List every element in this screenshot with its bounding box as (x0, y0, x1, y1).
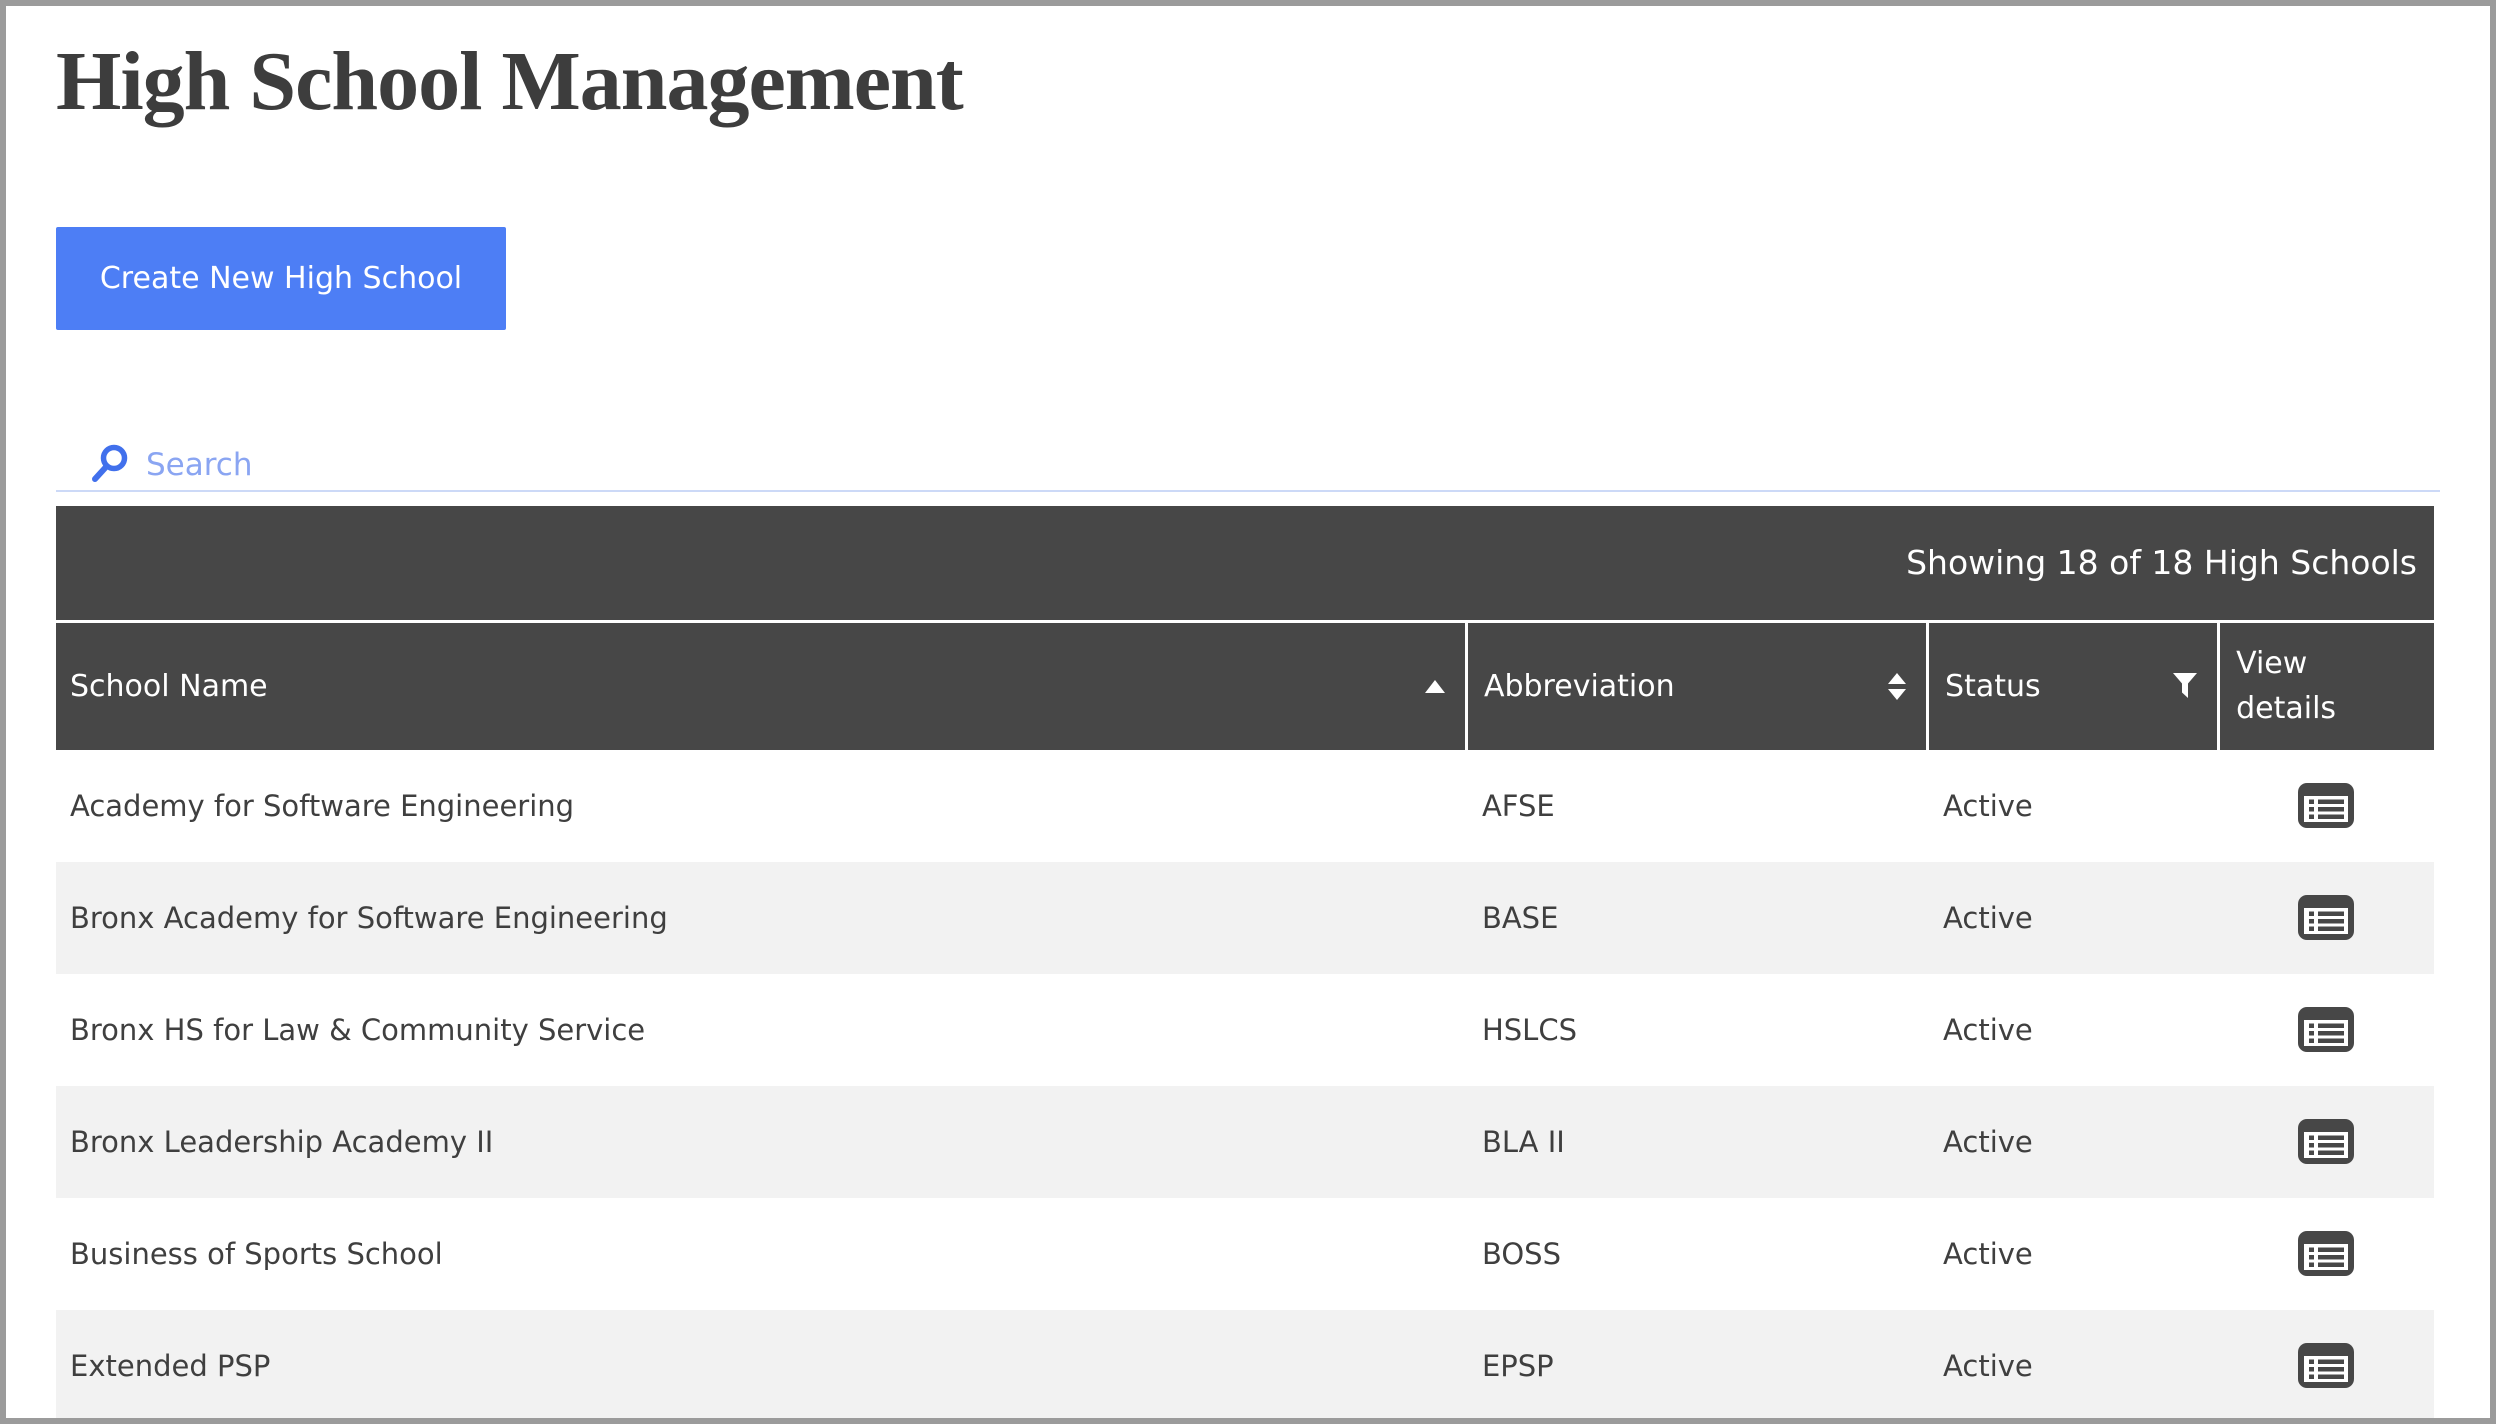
school-name-cell: Bronx Academy for Software Engineering (70, 900, 668, 935)
page-content: High School Management Create New High S… (6, 34, 2490, 1418)
table-row[interactable]: Academy for Software Engineering AFSE Ac… (56, 749, 2434, 862)
status-cell: Active (1943, 900, 2033, 935)
list-details-icon (2297, 1007, 2354, 1053)
view-details-button[interactable] (2297, 1007, 2354, 1053)
list-details-icon (2297, 895, 2354, 941)
column-header-school-name[interactable]: School Name (56, 622, 1465, 750)
view-details-button[interactable] (2297, 783, 2354, 829)
table-row[interactable]: Extended PSP EPSP Active (56, 1309, 2434, 1418)
abbreviation-cell: HSLCS (1481, 1012, 1577, 1047)
column-header-abbreviation[interactable]: Abbreviation (1464, 622, 1927, 750)
create-new-high-school-button[interactable]: Create New High School (56, 226, 506, 330)
table-row[interactable]: Business of Sports School BOSS Active (56, 1197, 2434, 1310)
view-details-button[interactable] (2297, 1119, 2354, 1165)
status-cell: Active (1943, 1124, 2033, 1159)
view-details-button[interactable] (2297, 1343, 2354, 1389)
list-details-icon (2297, 1119, 2354, 1165)
status-cell: Active (1943, 788, 2033, 823)
school-name-cell: Bronx Leadership Academy II (70, 1124, 494, 1159)
page-title: High School Management (56, 35, 964, 128)
abbreviation-cell: BLA II (1481, 1124, 1565, 1159)
search-input[interactable] (146, 446, 2440, 483)
column-label: Status (1945, 668, 2041, 704)
results-count-text: Showing 18 of 18 High Schools (1906, 543, 2417, 583)
high-schools-table: Showing 18 of 18 High Schools School Nam… (56, 505, 2434, 1418)
table-row[interactable]: Bronx Leadership Academy II BLA II Activ… (56, 1085, 2434, 1198)
table-summary-bar: Showing 18 of 18 High Schools (56, 505, 2434, 620)
table-body: Academy for Software Engineering AFSE Ac… (56, 749, 2434, 1418)
column-label: School Name (70, 668, 268, 704)
column-label: Abbreviation (1483, 668, 1675, 704)
status-cell: Active (1943, 1012, 2033, 1047)
status-cell: Active (1943, 1348, 2033, 1383)
list-details-icon (2297, 1231, 2354, 1277)
abbreviation-cell: BASE (1481, 900, 1559, 935)
abbreviation-cell: AFSE (1481, 788, 1555, 823)
abbreviation-cell: EPSP (1481, 1348, 1554, 1383)
sort-toggle-icon (1888, 672, 1907, 700)
list-details-icon (2297, 783, 2354, 829)
view-details-button[interactable] (2297, 1231, 2354, 1277)
column-header-view-details: View details (2217, 622, 2434, 750)
status-cell: Active (1943, 1236, 2033, 1271)
search-icon (88, 443, 130, 487)
sort-ascending-icon (1424, 679, 1445, 693)
abbreviation-cell: BOSS (1481, 1236, 1561, 1271)
table-row[interactable]: Bronx Academy for Software Engineering B… (56, 861, 2434, 974)
filter-funnel-icon (2173, 673, 2198, 699)
column-label: View details (2236, 646, 2337, 727)
list-details-icon (2297, 1343, 2354, 1389)
view-details-button[interactable] (2297, 895, 2354, 941)
school-name-cell: Business of Sports School (70, 1236, 443, 1271)
table-row[interactable]: Bronx HS for Law & Community Service HSL… (56, 973, 2434, 1086)
school-name-cell: Bronx HS for Law & Community Service (70, 1012, 646, 1047)
table-header-row: School Name Abbreviation Status (56, 619, 2434, 750)
column-header-status[interactable]: Status (1926, 622, 2218, 750)
search-bar[interactable] (56, 440, 2440, 492)
school-name-cell: Extended PSP (70, 1348, 271, 1383)
school-name-cell: Academy for Software Engineering (70, 788, 575, 823)
